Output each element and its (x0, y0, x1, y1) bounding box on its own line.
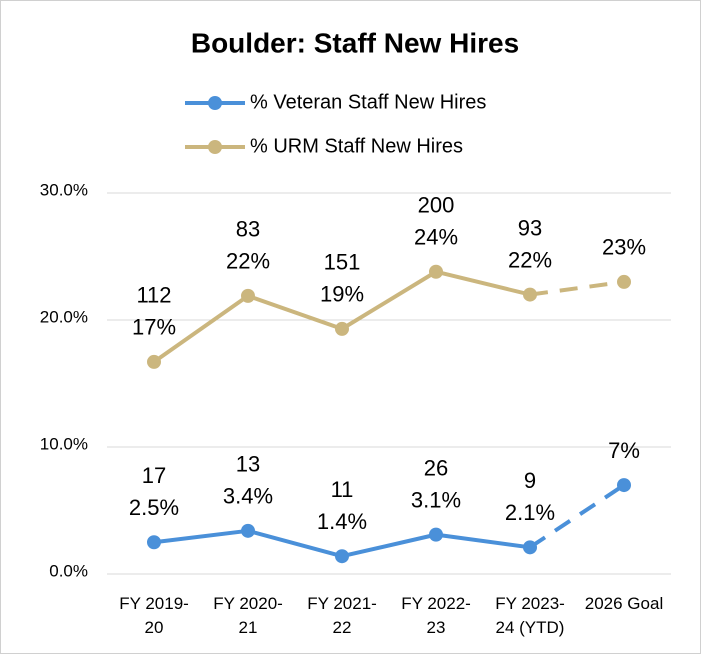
data-label: 23% (602, 235, 646, 260)
data-label: 1.4% (317, 509, 367, 534)
data-label: 3.1% (411, 487, 461, 512)
count-label: 83 (236, 217, 260, 242)
x-tick-label: FY 2022-23 (401, 594, 471, 637)
legend-marker (208, 96, 222, 110)
count-label: 26 (424, 455, 448, 480)
x-tick-label: FY 2021-22 (307, 594, 377, 637)
series-line-dashed (528, 483, 626, 549)
data-label: 3.4% (223, 484, 273, 509)
data-label: 17% (132, 315, 176, 340)
data-label: 2.1% (505, 500, 555, 525)
legend-marker (208, 140, 222, 154)
point (617, 478, 631, 493)
legend-label: % URM Staff New Hires (250, 135, 463, 157)
y-tick-label: 20.0% (40, 307, 88, 326)
count-label: 17 (142, 463, 166, 488)
data-label: 24% (414, 225, 458, 250)
count-label: 11 (331, 477, 354, 502)
legend-label: % Veteran Staff New Hires (250, 91, 486, 113)
point (429, 527, 443, 542)
data-label: 7% (608, 438, 640, 463)
count-label: 151 (324, 250, 361, 275)
data-label: 22% (508, 247, 552, 272)
point (241, 288, 255, 303)
x-tick-label: 2026 Goal (584, 594, 664, 613)
series-line-dashed (529, 279, 625, 297)
chart-title: Boulder: Staff New Hires (191, 27, 519, 58)
x-tick-label: FY 2019-20 (119, 594, 189, 637)
x-tick-label: FY 2023-24 (YTD) (495, 594, 565, 637)
x-tick-label: FY 2020-21 (213, 594, 283, 637)
point (617, 274, 631, 289)
count-label: 200 (418, 193, 455, 218)
count-label: 13 (236, 452, 260, 477)
point (147, 535, 161, 550)
point (523, 287, 537, 302)
point (335, 549, 349, 564)
data-label: 22% (226, 249, 270, 274)
point (241, 523, 255, 538)
data-label: 19% (320, 282, 364, 307)
count-label: 93 (518, 215, 542, 240)
count-label: 112 (136, 283, 171, 308)
y-tick-label: 0.0% (49, 561, 88, 580)
data-label: 2.5% (129, 495, 179, 520)
count-label: 9 (524, 468, 536, 493)
point (523, 540, 537, 555)
point (147, 354, 161, 369)
point (335, 321, 349, 336)
y-tick-label: 30.0% (40, 180, 88, 199)
y-tick-label: 10.0% (40, 434, 88, 453)
point (429, 264, 443, 279)
